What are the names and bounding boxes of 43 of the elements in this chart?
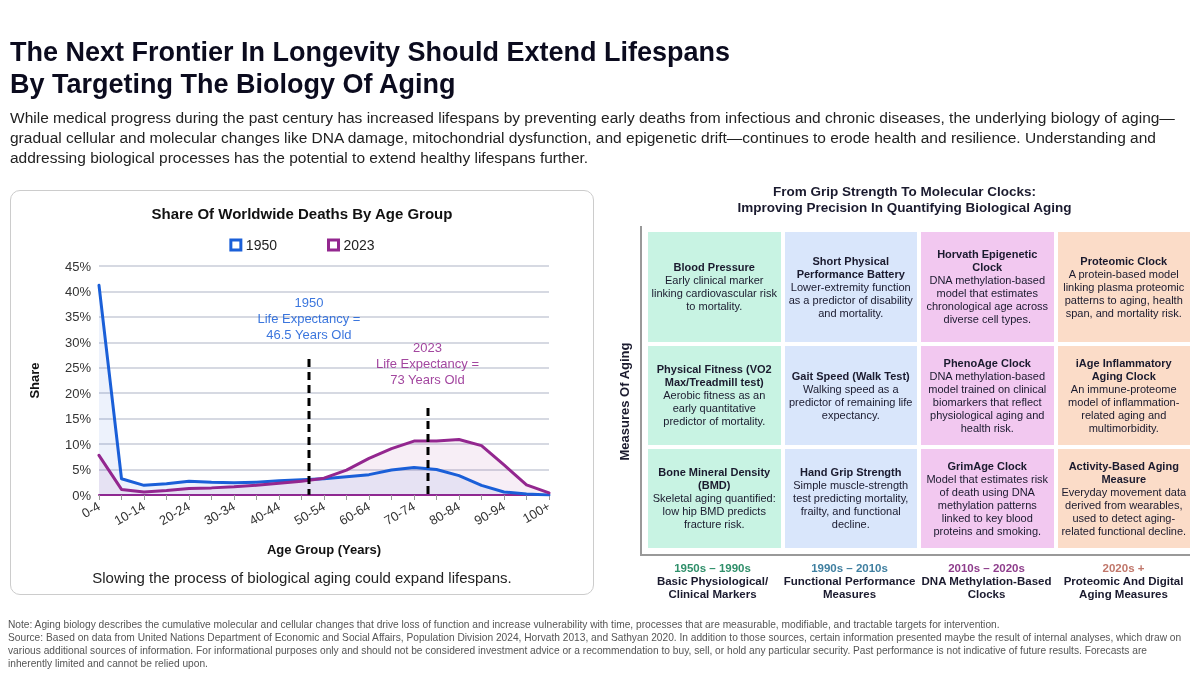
- text: From Grip Strength To Molecular Clocks: Improving Precision In Quantifying Biological Aging: [736, 184, 1073, 216]
- text: Proteomic Clock A protein-based model linking plasma proteomic patterns to aging, health span, and mortality risk.: [1062, 254, 1186, 320]
- text: Bone Mineral Density (BMD) Skeletal aging quantified: low hip BMD predicts fracture risk.: [651, 466, 777, 531]
- y-tick-label: 5%: [72, 462, 92, 478]
- y-tick-label: 15%: [64, 411, 92, 427]
- annotation: 1950 Life Expectancy = 46.5 Years Old: [256, 294, 362, 343]
- text: Slowing the process of biological aging could expand lifespans.: [91, 569, 513, 586]
- text: Measures Of Aging: [616, 341, 632, 463]
- x-tick-label: 40-44: [246, 498, 283, 529]
- legend-label: 2023: [343, 237, 375, 253]
- y-tick-label: 10%: [64, 436, 92, 452]
- y-tick-label: 40%: [64, 283, 92, 299]
- text: iAge Inflammatory Aging Clock An immune-proteome model of inflammation-related aging and multimorbidity.: [1067, 356, 1181, 435]
- text: Activity-Based Aging Measure Everyday movement data derived from wearables, used to detect aging-related functional decline.: [1060, 459, 1187, 538]
- text: Short Physical Performance Battery Lower-extremity function as a predictor of disability and mortality.: [787, 254, 914, 320]
- y-axis-title: Share: [27, 362, 42, 399]
- text: Note: Aging biology describes the cumulative molecular and cellular changes that drive loss of function and increase vulnerability with time, processes that are measurable, modifiable, and tractable targets for intervention.: [8, 618, 1001, 631]
- category-label: 1950s – 1990s Basic Physiological/ Clinical Markers: [655, 562, 770, 601]
- y-tick-label: 25%: [64, 360, 92, 376]
- text: Blood Pressure Early clinical marker linking cardiovascular risk to mortality.: [651, 261, 778, 313]
- text: Horvath Epigenetic Clock DNA methylation-based model that estimates chronological age across diverse cell types.: [925, 248, 1050, 326]
- text: Gait Speed (Walk Test) Walking speed as a predictor of remaining life expectancy.: [788, 369, 914, 422]
- source-note: Source: Based on data from United Nations Department of Economic and Social Affairs, Population Division 2024, Horvath 2013, and Sathyan 2020. In addition to those sources, certain information presented maybe the result of internal analyses, which draw on various additional sources of information. For informational purposes only and should not be considered investment advice or a recommendation to buy, sell, or hold any particular security. Past performance is not indicative of future results. Forecasts are inherently limited and cannot be relied upon.: [8, 631, 1183, 670]
- category-label: 2010s – 2020s DNA Methylation-Based Clocks: [920, 562, 1053, 601]
- category-label: 2020s + Proteomic And Digital Aging Measures: [1062, 562, 1185, 601]
- annotation: 2023 Life Expectancy = 73 Years Old: [375, 340, 480, 389]
- y-tick-label: 45%: [64, 258, 92, 274]
- y-tick-label: 20%: [64, 385, 92, 401]
- text: Physical Fitness (VO2 Max/Treadmill test) Aerobic fitness as an early quantitative predictor of mortality.: [655, 363, 773, 428]
- y-tick-label: 0%: [72, 487, 92, 503]
- x-axis-title: Age Group (Years): [266, 542, 382, 557]
- text: PhenoAge Clock DNA methylation-based model trained on clinical biomarkers that reflect physiological aging and health risk.: [927, 356, 1048, 435]
- text: While medical progress during the past century has increased lifespans by preventing early deaths from infectious and chronic diseases, the underlying biology of aging—gradual cellular and molecular changes like DNA damage, mitochondrial dysfunction, and epigenetic drift—continues to erode health and resilience. Understanding and addressing biological processes has the potential to extend healthy lifespans further.: [10, 108, 1176, 168]
- legend-label: 1950: [245, 237, 278, 253]
- category-label: 1990s – 2010s Functional Performance Measures: [783, 562, 916, 601]
- text: Hand Grip Strength Simple muscle-strength test predicting mortality, frailty, and functional decline.: [792, 466, 910, 531]
- x-tick-label: 70-74: [381, 498, 418, 529]
- x-tick-label: 100+: [519, 498, 553, 527]
- chart-title: Share Of Worldwide Deaths By Age Group: [151, 205, 453, 222]
- y-tick-label: 30%: [64, 334, 92, 350]
- y-tick-label: 35%: [64, 309, 92, 325]
- text: GrimAge Clock Model that estimates risk of death using DNA methylation patterns linked to key blood proteins and smoking.: [925, 459, 1050, 538]
- text: The Next Frontier In Longevity Should Extend Lifespans By Targeting The Biology Of Aging: [10, 36, 732, 100]
